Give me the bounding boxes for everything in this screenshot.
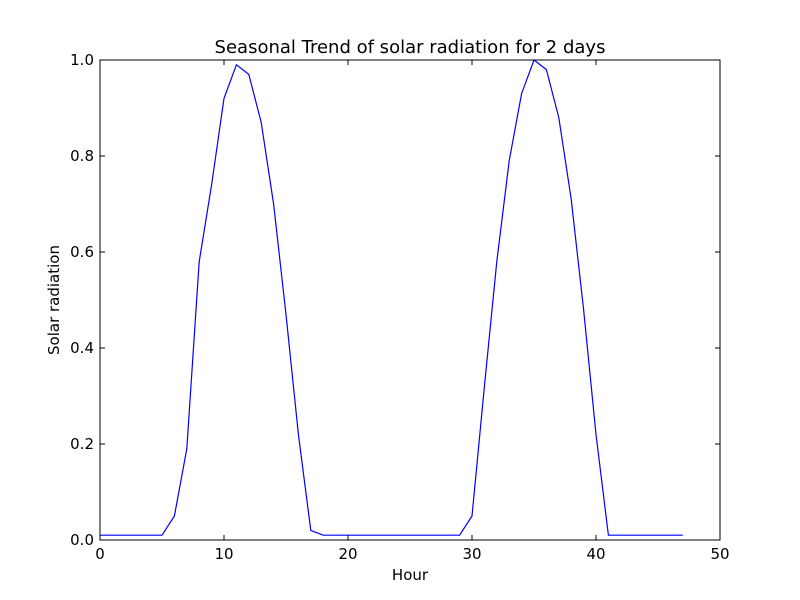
x-tick-label: 10 bbox=[214, 545, 233, 563]
y-tick-label: 0.2 bbox=[70, 435, 94, 453]
y-tick-label: 0.4 bbox=[70, 339, 94, 357]
axis-ticks: 0 10 20 30 40 50 0.0 0.2 0.4 0.6 0.8 1.0 bbox=[70, 51, 729, 563]
plot-area bbox=[99, 59, 721, 541]
y-tick-label: 0.0 bbox=[70, 531, 94, 549]
y-tick-label: 0.6 bbox=[70, 243, 94, 261]
x-tick-label: 0 bbox=[95, 545, 105, 563]
x-axis-label: Hour bbox=[392, 566, 429, 584]
x-tick-label: 50 bbox=[710, 545, 729, 563]
y-tick-label: 0.8 bbox=[70, 147, 94, 165]
series-layer bbox=[100, 59, 683, 536]
x-tick-label: 30 bbox=[462, 545, 481, 563]
x-tick-label: 20 bbox=[338, 545, 357, 563]
x-tick-label: 40 bbox=[586, 545, 605, 563]
y-tick-label: 1.0 bbox=[70, 51, 94, 69]
series-line bbox=[100, 59, 683, 536]
y-axis-label: Solar radiation bbox=[45, 245, 63, 355]
chart-title: Seasonal Trend of solar radiation for 2 … bbox=[215, 37, 606, 58]
